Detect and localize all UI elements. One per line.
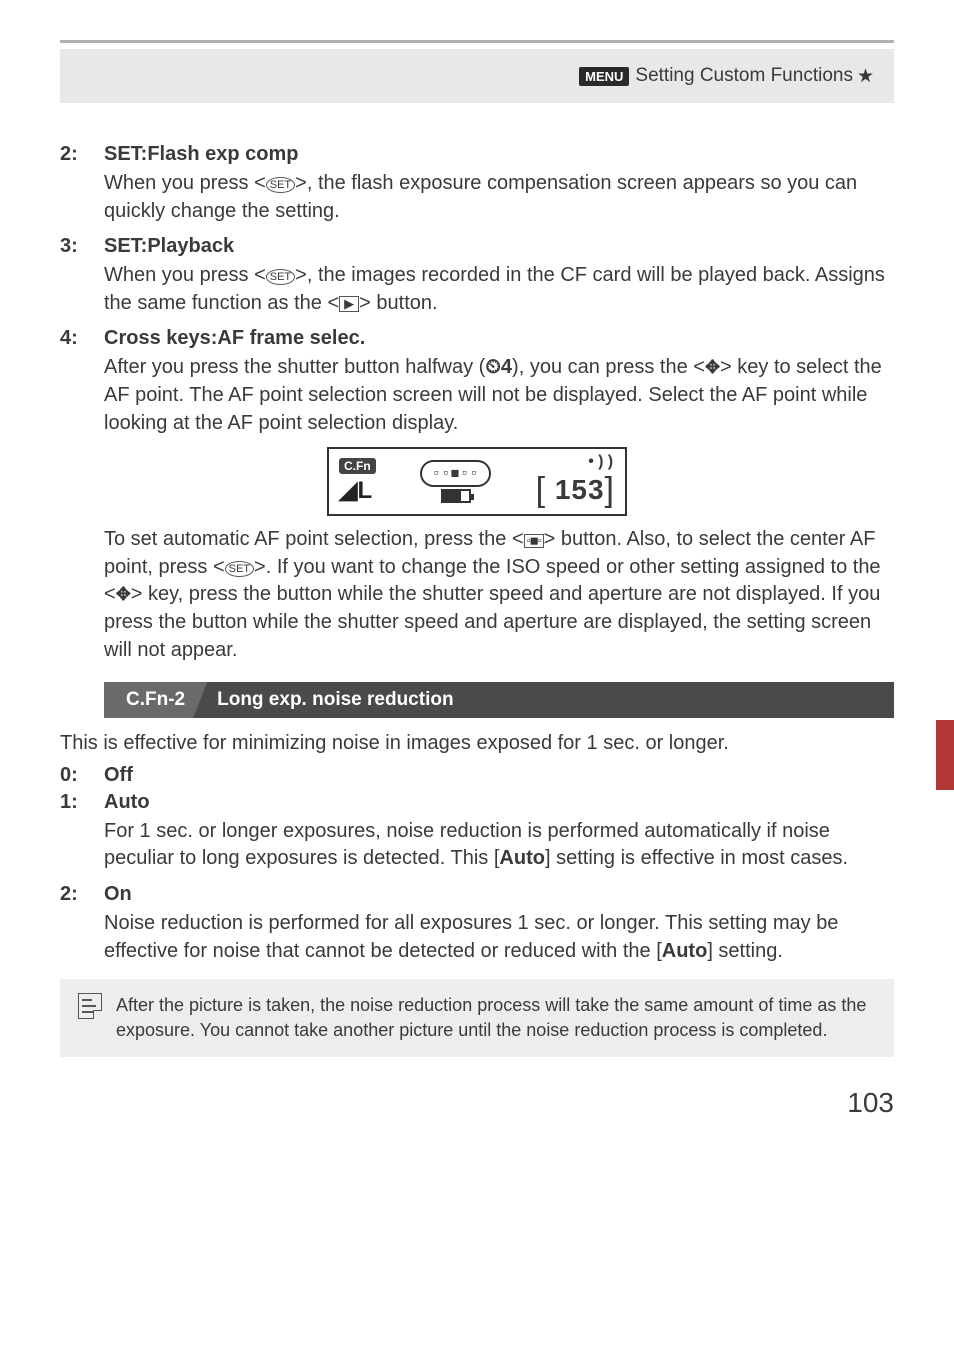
cfn2-option: 1:Auto [60,791,894,814]
lcd-shots-remaining: [ 153] [536,471,615,510]
set-icon: SET [266,177,295,193]
item-number: 3: [60,235,104,258]
option-title: On [104,883,132,906]
item-number: 2: [60,143,104,166]
note-text: After the picture is taken, the noise re… [116,993,876,1043]
note-box: After the picture is taken, the noise re… [60,979,894,1057]
item-title: SET:Flash exp comp [104,143,299,166]
function-item: 2:SET:Flash exp comp [60,143,894,166]
lcd-cfn-badge: C.Fn [339,458,376,474]
bold-text: Auto [662,940,708,962]
lcd-battery-icon [441,489,471,503]
option-number: 1: [60,791,104,814]
bold-text: Auto [499,847,545,869]
cross-keys-icon: ✥ [705,357,720,377]
option-body: Noise reduction is performed for all exp… [104,910,894,965]
option-number: 0: [60,764,104,787]
lcd-quality-icon: ◢L [339,476,372,505]
header-divider [60,40,894,43]
cross-keys-icon: ✥ [116,584,131,604]
cfn2-heading-bar: C.Fn-2 Long exp. noise reduction [104,682,894,718]
option-body: For 1 sec. or longer exposures, noise re… [104,818,894,873]
option-title: Off [104,764,133,787]
menu-badge: MENU [579,67,629,86]
cfn2-option: 0:Off [60,764,894,787]
item-body: After you press the shutter button halfw… [104,354,894,437]
note-icon [78,993,102,1019]
side-tab [936,720,954,790]
page-header: MENU Setting Custom Functions ★ [60,49,894,103]
item-title: Cross keys:AF frame selec. [104,327,365,350]
function-item: 4:Cross keys:AF frame selec. [60,327,894,350]
set-icon: SET [266,269,295,285]
lcd-beep-icon: •)) [586,453,615,471]
playback-icon: ▶ [339,296,359,312]
option-number: 2: [60,883,104,906]
header-title: Setting Custom Functions [635,65,853,87]
main-content: 2:SET:Flash exp compWhen you press <SET>… [60,103,894,1119]
set-icon: SET [225,561,254,577]
star-icon: ★ [857,65,874,88]
page-number: 103 [60,1087,894,1119]
cfn2-title: Long exp. noise reduction [217,689,453,711]
lcd-panel-figure: C.Fn ◢L ▫▫◼▫▫ •))[ 153] [327,447,627,516]
item-number: 4: [60,327,104,350]
lcd-af-points: ▫▫◼▫▫ [420,460,491,487]
function-item: 3:SET:Playback [60,235,894,258]
option-title: Auto [104,791,150,814]
af-grid-icon: ▫◼▫ [524,534,544,548]
item-title: SET:Playback [104,235,234,258]
cfn2-label: C.Fn-2 [104,682,207,718]
timer-icon: ⏲4 [485,356,512,378]
item-body: When you press <SET>, the flash exposure… [104,170,894,225]
cfn2-intro: This is effective for minimizing noise i… [60,730,894,758]
item-body: When you press <SET>, the images recorde… [104,262,894,317]
cfn2-option: 2:On [60,883,894,906]
item-body-continued: To set automatic AF point selection, pre… [104,526,894,664]
